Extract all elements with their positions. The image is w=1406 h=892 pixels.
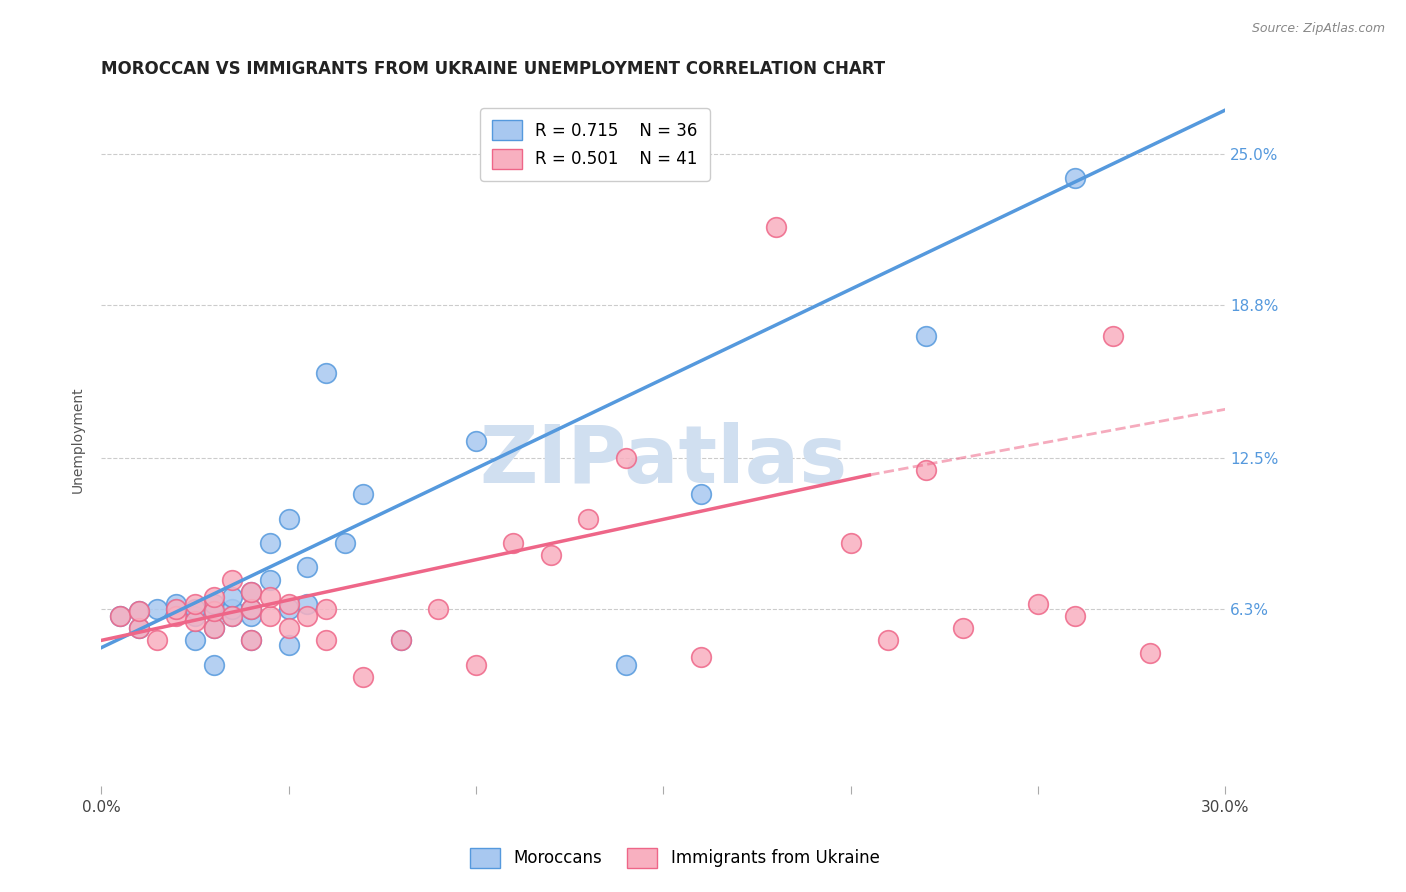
Point xyxy=(277,621,299,635)
Point xyxy=(952,621,974,635)
Legend: Moroccans, Immigrants from Ukraine: Moroccans, Immigrants from Ukraine xyxy=(464,841,886,875)
Point xyxy=(333,536,356,550)
Point xyxy=(146,601,169,615)
Point xyxy=(165,609,187,624)
Point xyxy=(259,590,281,604)
Point xyxy=(576,512,599,526)
Point xyxy=(502,536,524,550)
Point xyxy=(540,548,562,562)
Point xyxy=(1102,329,1125,343)
Point xyxy=(184,597,207,611)
Point xyxy=(240,633,263,648)
Point xyxy=(315,366,337,380)
Point xyxy=(353,670,375,684)
Point xyxy=(128,621,150,635)
Point xyxy=(240,601,263,615)
Point xyxy=(689,650,711,665)
Point xyxy=(1026,597,1049,611)
Point xyxy=(277,597,299,611)
Point xyxy=(297,597,319,611)
Point xyxy=(877,633,900,648)
Point xyxy=(464,434,486,448)
Point xyxy=(259,573,281,587)
Point xyxy=(389,633,412,648)
Point xyxy=(259,536,281,550)
Point xyxy=(221,609,243,624)
Point xyxy=(240,601,263,615)
Point xyxy=(202,597,225,611)
Point xyxy=(315,601,337,615)
Point xyxy=(221,601,243,615)
Point xyxy=(914,463,936,477)
Point xyxy=(184,614,207,628)
Point xyxy=(1139,646,1161,660)
Point xyxy=(108,609,131,624)
Point xyxy=(184,633,207,648)
Point xyxy=(165,601,187,615)
Point xyxy=(202,621,225,635)
Point xyxy=(108,609,131,624)
Point xyxy=(184,609,207,624)
Point xyxy=(1064,609,1087,624)
Point xyxy=(202,590,225,604)
Point xyxy=(128,604,150,618)
Point xyxy=(184,601,207,615)
Point xyxy=(221,609,243,624)
Point xyxy=(297,609,319,624)
Point xyxy=(202,604,225,618)
Point xyxy=(128,621,150,635)
Legend: R = 0.715    N = 36, R = 0.501    N = 41: R = 0.715 N = 36, R = 0.501 N = 41 xyxy=(481,108,710,181)
Point xyxy=(259,609,281,624)
Point xyxy=(202,657,225,672)
Point xyxy=(240,584,263,599)
Point xyxy=(277,638,299,652)
Point xyxy=(202,621,225,635)
Point xyxy=(240,609,263,624)
Point xyxy=(614,450,637,465)
Point xyxy=(165,597,187,611)
Text: Source: ZipAtlas.com: Source: ZipAtlas.com xyxy=(1251,22,1385,36)
Point xyxy=(315,633,337,648)
Point xyxy=(614,657,637,672)
Point xyxy=(689,487,711,501)
Text: ZIPatlas: ZIPatlas xyxy=(479,422,848,500)
Point xyxy=(464,657,486,672)
Point xyxy=(128,604,150,618)
Point xyxy=(839,536,862,550)
Point xyxy=(765,219,787,234)
Point xyxy=(389,633,412,648)
Point xyxy=(202,604,225,618)
Point xyxy=(221,590,243,604)
Point xyxy=(297,560,319,574)
Point xyxy=(146,633,169,648)
Point xyxy=(353,487,375,501)
Point xyxy=(240,584,263,599)
Point xyxy=(221,573,243,587)
Point xyxy=(240,633,263,648)
Point xyxy=(1064,171,1087,186)
Point xyxy=(165,601,187,615)
Text: MOROCCAN VS IMMIGRANTS FROM UKRAINE UNEMPLOYMENT CORRELATION CHART: MOROCCAN VS IMMIGRANTS FROM UKRAINE UNEM… xyxy=(101,60,886,78)
Point xyxy=(277,601,299,615)
Point xyxy=(277,512,299,526)
Point xyxy=(914,329,936,343)
Y-axis label: Unemployment: Unemployment xyxy=(72,386,86,493)
Point xyxy=(427,601,450,615)
